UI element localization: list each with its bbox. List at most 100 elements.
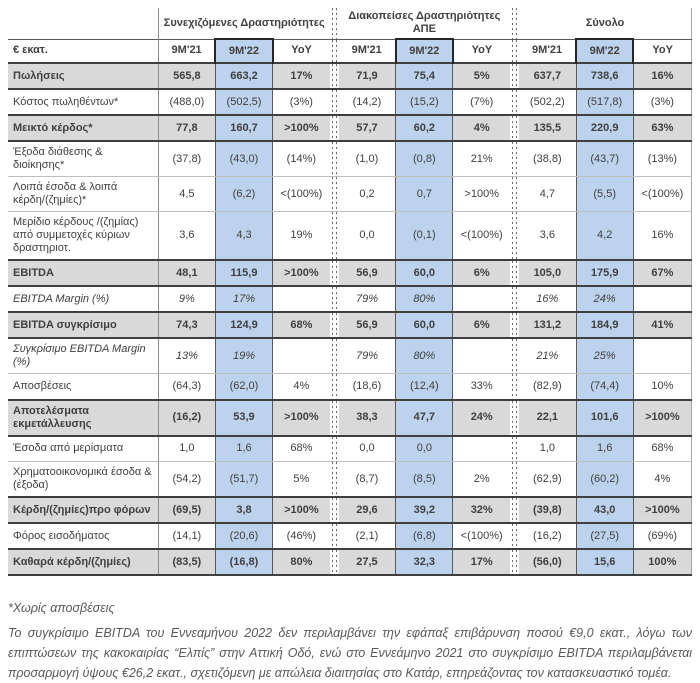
value-9m22: 53,9: [214, 398, 274, 437]
value-9m21: 1,0: [519, 435, 577, 462]
value-9m22: (43,7): [575, 141, 634, 177]
page: Συνεχιζόμενες Δραστηριότητες Διακοπείσες…: [0, 8, 700, 681]
value-yoy: <(100%): [452, 211, 511, 261]
section-separator: [329, 62, 339, 90]
footnote-paragraph: Το συγκρίσιμο EBITDA του Εννεαμήνου 2022…: [8, 625, 692, 680]
value-9m21: (38,8): [519, 141, 577, 177]
value-9m22: 24%: [575, 286, 634, 313]
section-separator: [510, 373, 520, 400]
value-9m21: (8,7): [338, 461, 396, 498]
value-yoy: 4%: [452, 114, 511, 142]
value-9m21: (2,1): [338, 523, 396, 550]
section-separator: [510, 435, 520, 462]
value-9m22: 60,0: [395, 259, 454, 287]
value-9m22: 39,2: [395, 496, 454, 524]
value-yoy: 10%: [633, 373, 692, 400]
value-yoy: [452, 435, 511, 462]
value-9m22: 3,8: [214, 496, 274, 524]
row-label: Αποτελέσματα εκμετάλλευσης: [8, 398, 159, 437]
value-9m21: 135,5: [519, 114, 577, 142]
value-yoy: 80%: [272, 548, 330, 576]
value-9m22: 175,9: [575, 259, 634, 287]
table-row: Αποτελέσματα εκμετάλλευσης (16,2) 53,9 >100…: [8, 398, 692, 437]
section-separator: [329, 89, 339, 116]
section-separator: [329, 461, 339, 498]
value-9m21: 131,2: [519, 311, 577, 339]
value-yoy: (14%): [272, 141, 330, 177]
table-row: Κόστος πωληθέντων* (488,0) (502,5) (3%) (14,…: [8, 89, 692, 116]
value-9m22: 184,9: [575, 311, 634, 339]
col-header-9m22: 9M'22: [214, 38, 274, 63]
col-header-yoy: YoY: [633, 38, 692, 63]
value-9m21: (56,0): [519, 548, 577, 576]
section-separator: [510, 38, 520, 63]
col-header-9m21: 9M'21: [338, 38, 396, 63]
value-yoy: >100%: [452, 176, 511, 212]
section-separator: [510, 176, 520, 212]
value-9m21: (83,5): [158, 548, 216, 576]
section-separator: [329, 338, 339, 374]
value-9m21: (37,8): [158, 141, 216, 177]
value-yoy: >100%: [272, 259, 330, 287]
value-9m21: (488,0): [158, 89, 216, 116]
table-row: Φόρος εισοδήματος (14,1) (20,6) (46%) (2,1)(…: [8, 523, 692, 550]
value-yoy: (69%): [633, 523, 692, 550]
value-9m21: 74,3: [158, 311, 216, 339]
value-9m22: 4,2: [575, 211, 634, 261]
value-9m22: (16,8): [214, 548, 274, 576]
value-9m21: (82,9): [519, 373, 577, 400]
value-9m21: (39,8): [519, 496, 577, 524]
table-row: Συγκρίσιμο EBITDA Margin (%) 13% 19% 79% 80%…: [8, 338, 692, 374]
value-9m22: 80%: [395, 338, 454, 374]
value-yoy: 5%: [452, 62, 511, 90]
value-9m21: 565,8: [158, 62, 216, 90]
table-row: EBITDA συγκρίσιμο 74,3 124,9 68% 56,9 60,0 6% 1…: [8, 311, 692, 339]
table-row: Μεικτό κέρδος* 77,8 160,7 >100% 57,7 60,2 4% 13…: [8, 114, 692, 142]
table-row: Έξοδα διάθεσης & διοίκησης* (37,8) (43,0)(…: [8, 141, 692, 177]
value-9m22: (502,5): [214, 89, 274, 116]
value-yoy: 41%: [633, 311, 692, 339]
value-yoy: 17%: [452, 548, 511, 576]
value-9m21: (62,9): [519, 461, 577, 498]
section-separator: [329, 523, 339, 550]
value-yoy: (46%): [272, 523, 330, 550]
value-9m21: 22,1: [519, 398, 577, 437]
value-yoy: (3%): [633, 89, 692, 116]
row-label: Έσοδα από μερίσματα: [8, 435, 159, 462]
value-9m22: (43,0): [214, 141, 274, 177]
value-yoy: 6%: [452, 259, 511, 287]
value-9m22: 115,9: [214, 259, 274, 287]
value-9m21: 79%: [338, 286, 396, 313]
value-9m21: (16,2): [519, 523, 577, 550]
value-9m21: 56,9: [338, 311, 396, 339]
table-row: Καθαρά κέρδη/(ζημίες) (83,5) (16,8) 80% 27,5…: [8, 548, 692, 576]
row-label: Έξοδα διάθεσης & διοίκησης*: [8, 141, 159, 177]
value-9m22: 60,2: [395, 114, 454, 142]
value-yoy: >100%: [633, 496, 692, 524]
value-9m22: 1,6: [214, 435, 274, 462]
section-separator: [329, 141, 339, 177]
row-label: Μερίδιο κέρδους /(ζημίας) από συμμετοχές…: [8, 211, 159, 261]
value-9m21: (64,3): [158, 373, 216, 400]
value-9m22: 15,6: [575, 548, 634, 576]
section-separator: [510, 461, 520, 498]
value-9m21: 3,6: [519, 211, 577, 261]
value-yoy: (3%): [272, 89, 330, 116]
section-separator: [510, 338, 520, 374]
value-9m22: (27,5): [575, 523, 634, 550]
value-9m22: (8,5): [395, 461, 454, 498]
table-header: Συνεχιζόμενες Δραστηριότητες Διακοπείσες…: [8, 8, 692, 63]
value-yoy: >100%: [272, 114, 330, 142]
value-yoy: <(100%): [633, 176, 692, 212]
row-label: EBITDA: [8, 259, 159, 287]
value-9m21: 29,6: [338, 496, 396, 524]
value-yoy: 4%: [272, 373, 330, 400]
col-header-yoy: YoY: [272, 38, 330, 63]
value-9m22: 47,7: [395, 398, 454, 437]
value-9m21: 57,7: [338, 114, 396, 142]
footnote-asterisk: *Χωρίς αποσβέσεις: [8, 601, 115, 615]
value-yoy: >100%: [272, 398, 330, 437]
row-label: Λοιπά έσοδα & λοιπά κέρδη/(ζημίες)*: [8, 176, 159, 212]
value-9m21: 1,0: [158, 435, 216, 462]
value-9m21: 0,0: [338, 435, 396, 462]
